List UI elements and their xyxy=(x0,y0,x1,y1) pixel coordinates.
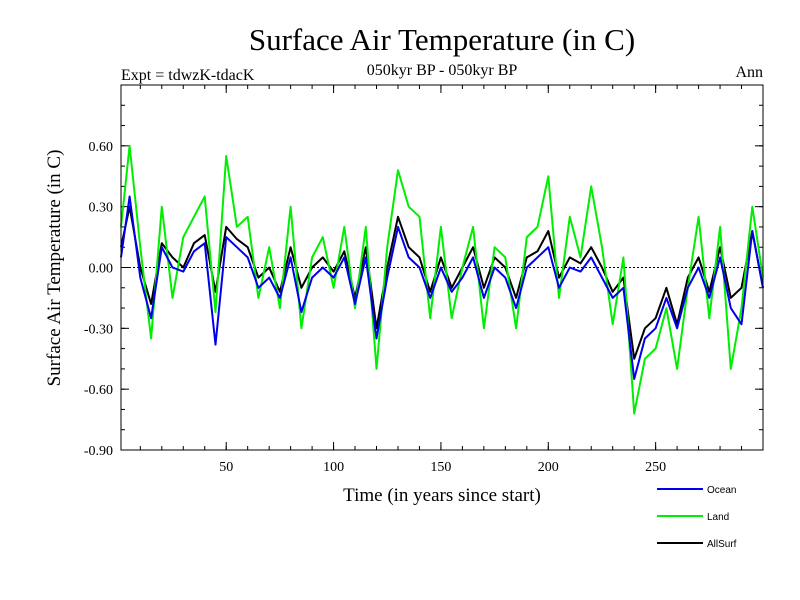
experiment-label: Expt = tdwzK-tdacK xyxy=(121,67,255,84)
x-tick-label: 100 xyxy=(323,460,344,475)
period-label: 050kyr BP - 050kyr BP xyxy=(367,62,518,79)
plot-frame xyxy=(120,84,764,451)
series-line-ocean xyxy=(120,195,764,380)
y-tick-label: -0.90 xyxy=(84,444,113,459)
y-tick-label: 0.00 xyxy=(89,262,114,277)
y-tick-label: -0.30 xyxy=(84,322,113,337)
x-tick-label: 50 xyxy=(219,460,233,475)
y-axis-label: Surface Air Temperature (in C) xyxy=(44,150,65,387)
x-tick-label: 250 xyxy=(645,460,666,475)
y-tick-label: -0.60 xyxy=(84,383,113,398)
x-tick-label: 200 xyxy=(538,460,559,475)
chart-title: Surface Air Temperature (in C) xyxy=(249,22,635,57)
legend-label-ocean: Ocean xyxy=(707,485,736,496)
y-tick-label: 0.30 xyxy=(89,201,114,216)
legend-label-allsurf: AllSurf xyxy=(707,539,737,550)
season-label: Ann xyxy=(735,64,763,81)
legend-label-land: Land xyxy=(707,512,729,523)
series-line-allsurf xyxy=(120,205,764,360)
x-tick-label: 150 xyxy=(430,460,451,475)
series-line-land xyxy=(120,144,764,415)
y-tick-label: 0.60 xyxy=(89,140,114,155)
x-axis-label: Time (in years since start) xyxy=(343,485,541,506)
